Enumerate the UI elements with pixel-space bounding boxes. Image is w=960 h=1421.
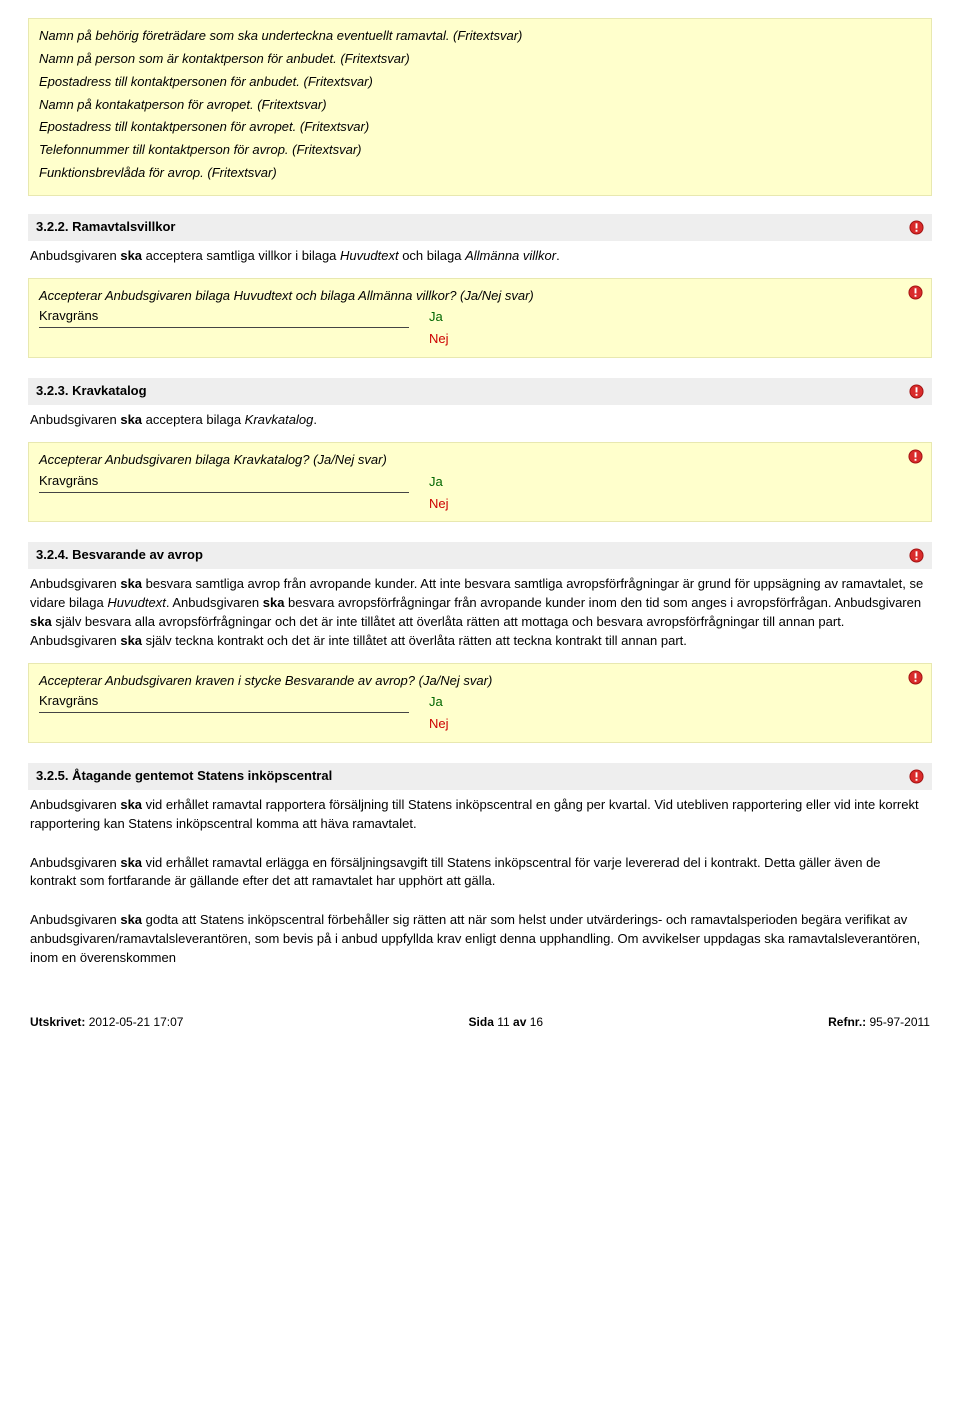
text: . [313,412,317,427]
footer-right-value: 95-97-2011 [866,1015,930,1029]
fritext-line: Telefonnummer till kontaktperson för avr… [39,141,921,160]
text-bold: ska [120,412,142,427]
question-text: Accepterar Anbudsgivaren bilaga Huvudtex… [39,287,559,306]
text: . [556,248,560,263]
fritext-line: Epostadress till kontaktpersonen för avr… [39,118,921,137]
fritext-line: Funktionsbrevlåda för avrop. (Fritextsva… [39,164,921,183]
fritext-line: Epostadress till kontaktpersonen för anb… [39,73,921,92]
text: acceptera bilaga [142,412,245,427]
text-italic: Huvudtext [107,595,166,610]
section-324: 3.2.4. Besvarande av avrop Anbudsgivaren… [28,542,932,743]
text-italic: Allmänna villkor [465,248,556,263]
section-title-text: 3.2.3. Kravkatalog [36,383,147,398]
text-bold: ska [120,633,142,648]
fritext-line: Namn på kontakatperson för avropet. (Fri… [39,96,921,115]
footer-right-label: Refnr.: [828,1015,866,1029]
text-bold: ska [120,248,142,263]
text: vid erhållet ramavtal rapportera försälj… [30,797,919,831]
text: vid erhållet ramavtal erlägga en försälj… [30,855,881,889]
text: Anbudsgivaren [30,412,120,427]
fritext-line: Namn på behörig företrädare som ska unde… [39,27,921,46]
text: Anbudsgivaren [30,912,120,927]
footer-left-value: 2012-05-21 17:07 [85,1015,183,1029]
question-text: Accepterar Anbudsgivaren bilaga Kravkata… [39,451,559,470]
text: själv teckna kontrakt och det är inte ti… [142,633,687,648]
text: Anbudsgivaren [30,855,120,870]
alert-icon [909,384,924,399]
text-italic: Kravkatalog [245,412,314,427]
section-title: 3.2.3. Kravkatalog [28,378,932,405]
section-322: 3.2.2. Ramavtalsvillkor Anbudsgivaren sk… [28,214,932,358]
footer-mid-label: Sida [469,1015,498,1029]
text: Anbudsgivaren [30,797,120,812]
section-body: Anbudsgivaren ska vid erhållet ramavtal … [28,790,932,974]
section-title-text: 3.2.4. Besvarande av avrop [36,547,203,562]
section-title: 3.2.5. Åtagande gentemot Statens inköpsc… [28,763,932,790]
text: och bilaga [399,248,466,263]
alert-icon [908,670,923,685]
text-bold: ska [120,797,142,812]
footer-page-current: 11 [497,1015,509,1029]
value-nej: Nej [429,331,449,346]
value-ja: Ja [429,473,443,492]
alert-icon [909,769,924,784]
section-title-text: 3.2.2. Ramavtalsvillkor [36,219,175,234]
text: acceptera samtliga villkor i bilaga [142,248,340,263]
text-bold: ska [263,595,285,610]
section-body: Anbudsgivaren ska acceptera samtliga vil… [28,241,932,272]
question-box: Accepterar Anbudsgivaren bilaga Huvudtex… [28,278,932,359]
text: . Anbudsgivaren [166,595,263,610]
alert-icon [908,449,923,464]
fritext-list-box: Namn på behörig företrädare som ska unde… [28,18,932,196]
text: besvara avropsförfrågningar från avropan… [284,595,921,610]
value-ja: Ja [429,693,443,712]
value-ja: Ja [429,308,443,327]
requirement-label: Kravgräns [39,692,409,713]
footer-left-label: Utskrivet: [30,1015,85,1029]
text: Anbudsgivaren [30,248,120,263]
requirement-label: Kravgräns [39,472,409,493]
section-body: Anbudsgivaren ska besvara samtliga avrop… [28,569,932,656]
text-bold: ska [120,855,142,870]
value-nej: Nej [429,496,449,511]
footer-page-total: 16 [530,1015,543,1029]
footer-mid-sep: av [510,1015,530,1029]
requirement-label: Kravgräns [39,307,409,328]
text: godta att Statens inköpscentral förbehål… [30,912,920,965]
question-text: Accepterar Anbudsgivaren kraven i stycke… [39,672,559,691]
section-325: 3.2.5. Åtagande gentemot Statens inköpsc… [28,763,932,974]
section-323: 3.2.3. Kravkatalog Anbudsgivaren ska acc… [28,378,932,522]
section-title: 3.2.2. Ramavtalsvillkor [28,214,932,241]
alert-icon [909,548,924,563]
fritext-line: Namn på person som är kontaktperson för … [39,50,921,69]
value-nej: Nej [429,716,449,731]
text-bold: ska [30,614,52,629]
question-box: Accepterar Anbudsgivaren bilaga Kravkata… [28,442,932,523]
text-bold: ska [120,912,142,927]
alert-icon [908,285,923,300]
section-body: Anbudsgivaren ska acceptera bilaga Kravk… [28,405,932,436]
text-italic: Huvudtext [340,248,399,263]
section-title: 3.2.4. Besvarande av avrop [28,542,932,569]
page-footer: Utskrivet: 2012-05-21 17:07 Sida 11 av 1… [28,1014,932,1031]
text-bold: ska [120,576,142,591]
question-box: Accepterar Anbudsgivaren kraven i stycke… [28,663,932,744]
section-title-text: 3.2.5. Åtagande gentemot Statens inköpsc… [36,768,332,783]
alert-icon [909,220,924,235]
text: Anbudsgivaren [30,576,120,591]
